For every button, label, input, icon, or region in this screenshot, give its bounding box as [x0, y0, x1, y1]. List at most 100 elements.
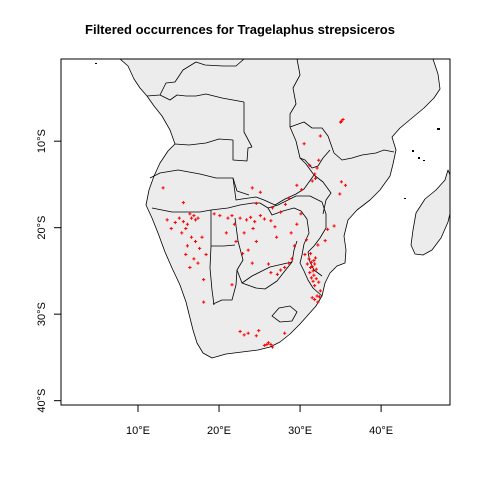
occurrence-point	[258, 213, 262, 218]
occurrence-point	[161, 186, 165, 190]
occurrence-point	[309, 265, 313, 270]
occurrence-point	[246, 331, 250, 335]
occurrence-point	[192, 257, 196, 261]
occurrence-point	[308, 271, 312, 275]
occurrence-point	[309, 252, 313, 256]
occurrence-point	[323, 239, 327, 243]
occurrence-point	[189, 216, 194, 220]
occurrence-point	[258, 190, 262, 194]
occurrence-point	[234, 239, 238, 244]
occurrence-point	[262, 217, 267, 221]
occurrence-point	[283, 265, 287, 270]
occurrence-point	[200, 235, 204, 239]
occurrence-point	[303, 252, 307, 257]
occurrence-point	[251, 226, 255, 231]
occurrence-point	[289, 231, 293, 235]
occurrence-point	[238, 329, 242, 334]
occurrence-point	[313, 176, 318, 180]
africa-landmass	[119, 59, 441, 359]
occurrence-point	[192, 213, 196, 218]
occurrence-point	[317, 158, 321, 162]
occurrence-point	[262, 343, 267, 347]
occurrence-point	[318, 289, 322, 293]
occurrence-point	[275, 272, 279, 276]
occurrence-point	[290, 257, 294, 261]
occurrence-point	[242, 231, 246, 235]
x-axis: 10°E 20°E 30°E 40°E	[126, 404, 393, 437]
occurrence-point	[338, 192, 342, 196]
occurrence-point	[218, 213, 222, 218]
occurrence-point	[338, 120, 343, 124]
occurrence-point	[311, 269, 315, 273]
occurrence-point	[249, 215, 253, 219]
occurrence-points	[161, 117, 348, 349]
occurrence-point	[269, 271, 273, 275]
y-tick-label: 30°S	[36, 302, 48, 326]
island-fragments	[95, 63, 440, 199]
occurrence-point	[266, 262, 271, 266]
map-title: Filtered occurrences for Tragelaphus str…	[85, 22, 395, 37]
occurrence-point	[310, 179, 314, 183]
occurrence-point	[295, 222, 299, 226]
occurrence-point	[292, 244, 296, 248]
occurrence-point	[313, 262, 317, 266]
occurrence-point	[224, 231, 228, 235]
occurrence-point	[226, 216, 230, 220]
madagascar	[410, 169, 450, 256]
occurrence-point	[343, 183, 348, 187]
x-tick-label: 40°E	[369, 425, 393, 437]
occurrence-point	[316, 300, 320, 304]
occurrence-point	[181, 220, 185, 224]
occurrence-point	[312, 258, 316, 263]
occurrence-point	[299, 212, 303, 216]
x-tick-label: 20°E	[207, 425, 231, 437]
occurrence-point	[269, 342, 273, 347]
occurrence-point	[196, 216, 200, 220]
y-tick-label: 20°S	[36, 216, 48, 240]
occurrence-point	[313, 172, 317, 176]
occurrence-point	[169, 226, 173, 231]
occurrence-point	[254, 334, 258, 338]
occurrence-point	[257, 329, 261, 333]
occurrence-point	[305, 262, 309, 266]
occurrence-point	[315, 166, 319, 170]
occurrence-point	[184, 226, 188, 231]
occurrence-point	[185, 222, 190, 226]
occurrence-point	[311, 279, 315, 283]
occurrence-point	[315, 294, 319, 298]
lesotho-border	[271, 305, 298, 323]
occurrence-point	[304, 238, 309, 242]
occurrence-point	[193, 239, 198, 244]
occurrence-point	[283, 331, 287, 335]
occurrence-point	[314, 267, 318, 271]
occurrence-point	[307, 257, 311, 261]
occurrence-point	[165, 218, 169, 222]
y-tick-label: 40°S	[36, 389, 48, 413]
occurrence-point	[279, 210, 283, 214]
occurrence-point	[312, 273, 316, 277]
occurrence-point	[250, 186, 254, 190]
occurrence-point	[287, 196, 291, 200]
occurrence-point	[202, 300, 206, 304]
occurrence-point	[180, 231, 184, 235]
occurrence-point	[308, 163, 312, 167]
occurrence-point	[313, 284, 317, 288]
occurrence-point	[246, 248, 250, 252]
occurrence-point	[274, 235, 279, 239]
occurrence-point	[317, 280, 321, 284]
occurrence-point	[189, 235, 194, 239]
occurrence-point	[196, 261, 200, 265]
occurrence-point	[309, 276, 314, 280]
occurrence-point	[316, 243, 320, 247]
occurrence-point	[283, 202, 288, 206]
occurrence-point	[300, 188, 304, 192]
occurrence-point	[266, 341, 271, 345]
occurrence-point	[270, 345, 275, 349]
occurrence-point	[273, 225, 277, 229]
occurrence-point	[310, 265, 314, 269]
x-tick-label: 30°E	[288, 425, 312, 437]
occurrence-point	[193, 218, 198, 222]
occurrence-point	[253, 220, 257, 224]
occurrence-point	[177, 216, 181, 220]
